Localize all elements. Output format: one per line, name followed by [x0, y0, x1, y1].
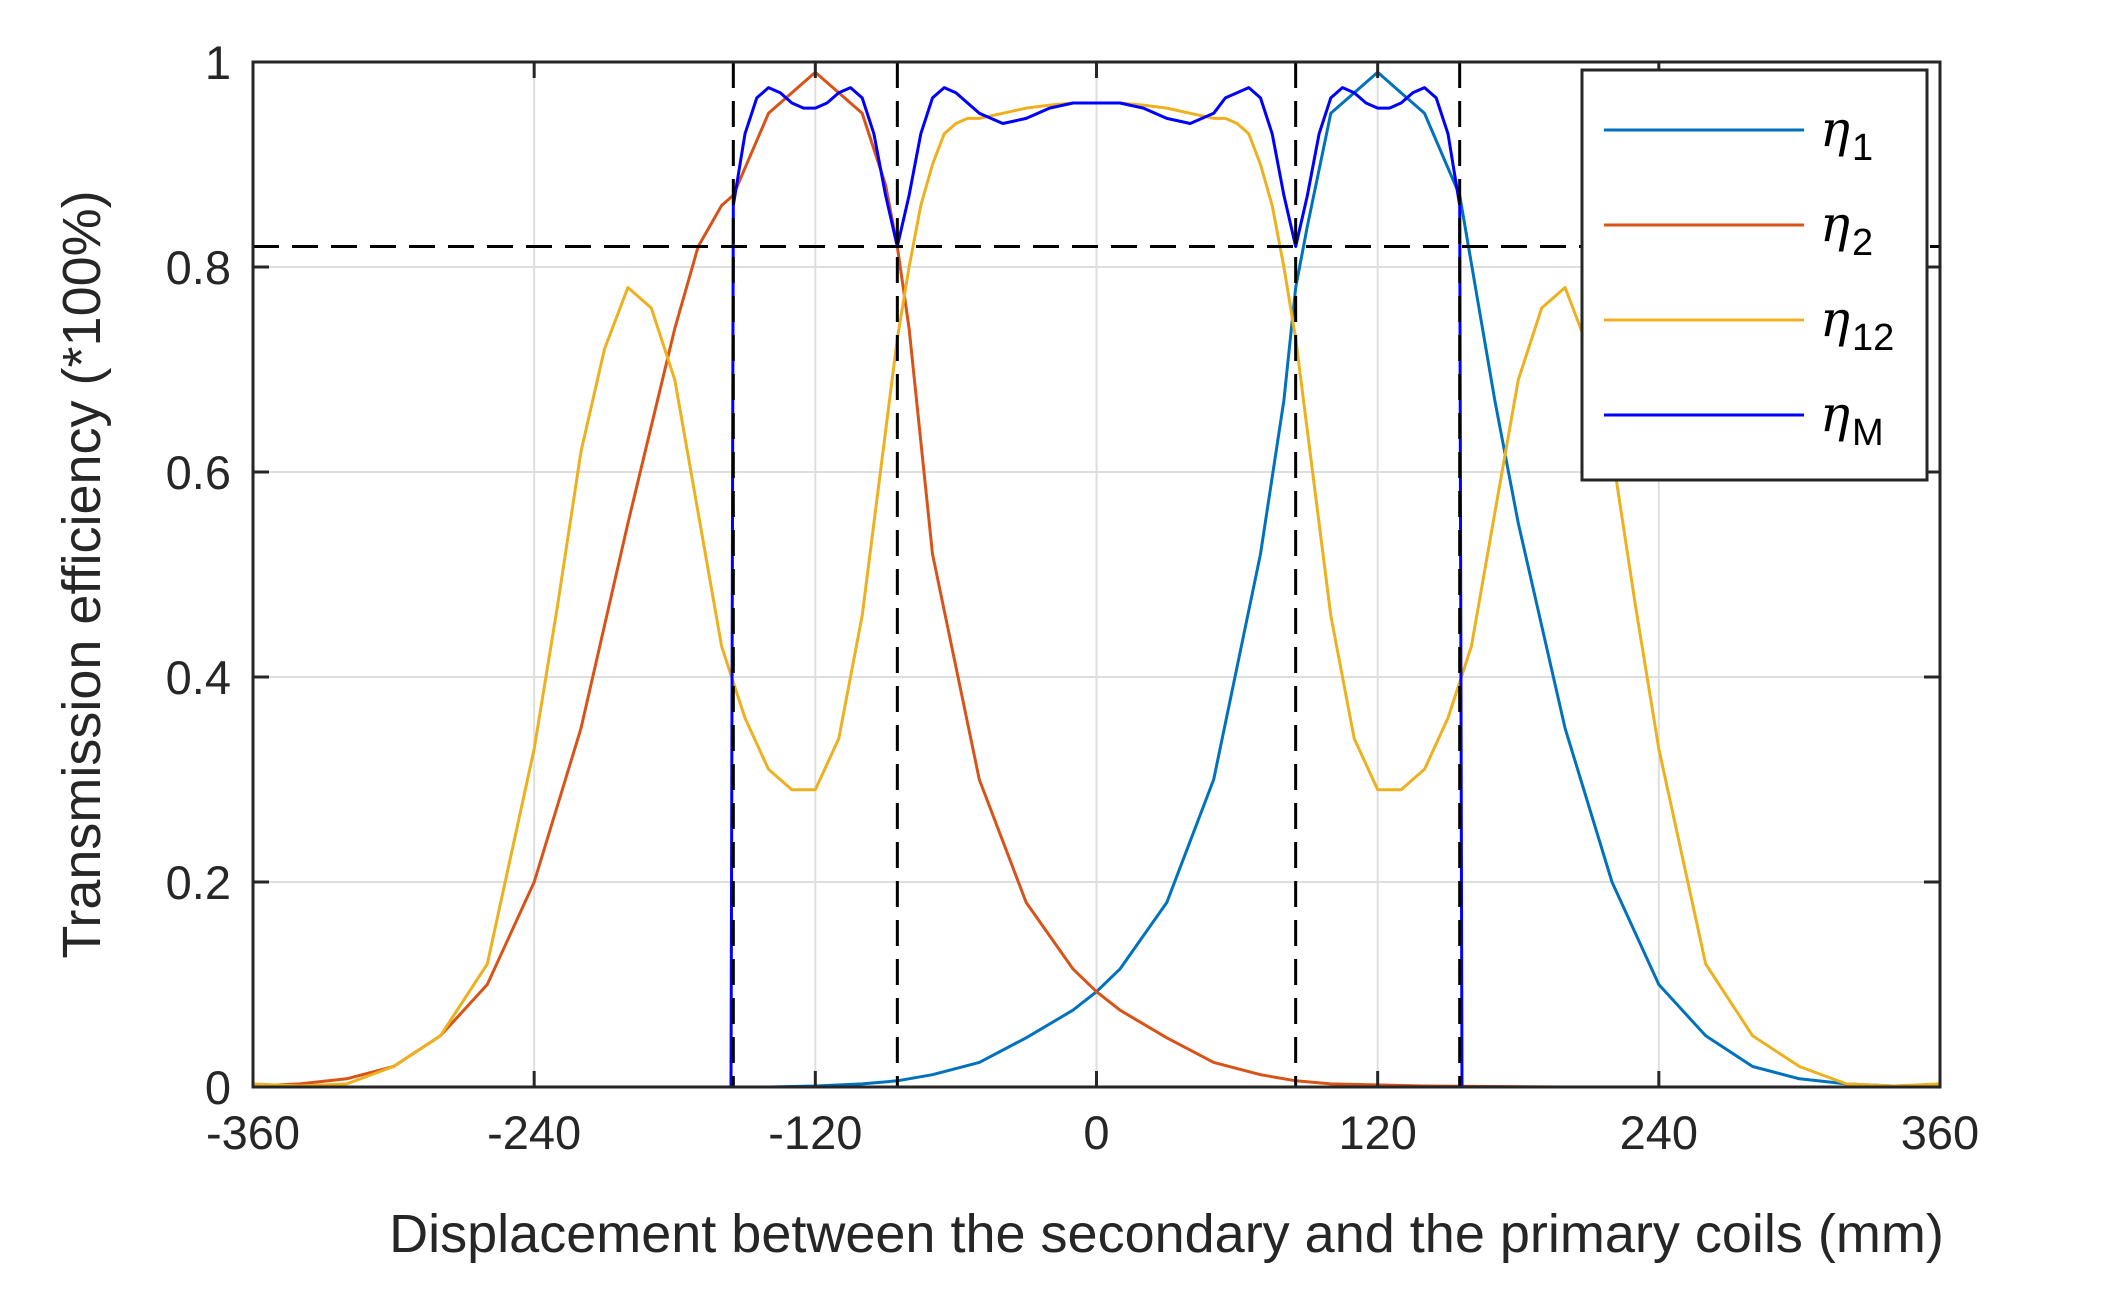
legend-label: ηM: [1820, 385, 1884, 454]
legend-label: η1: [1820, 100, 1873, 169]
y-tick-label: 0.6: [166, 446, 231, 499]
y-tick-label: 0.4: [166, 651, 231, 704]
x-tick-label: 0: [1083, 1106, 1109, 1159]
y-tick-label: 0.2: [166, 856, 231, 909]
legend-box: [1580, 68, 1929, 482]
x-tick-label: 240: [1620, 1106, 1698, 1159]
series-line-m: [253, 86, 1940, 1089]
axis-ticks: -360 -240 -120 0 120 240 360 0 0.2 0.4 0.6 0.8 1: [166, 36, 1980, 1159]
x-tick-label: 120: [1338, 1106, 1416, 1159]
legend-label: η12: [1820, 290, 1894, 359]
x-tick-label: -360: [206, 1106, 300, 1159]
legend: η1 η2 η12 ηM: [1580, 68, 1929, 482]
x-axis-title: Displacement between the secondary and t…: [389, 1204, 1944, 1264]
x-tick-label: -120: [768, 1106, 862, 1159]
y-tick-label: 1: [205, 36, 231, 89]
y-tick-label: 0: [205, 1061, 231, 1114]
x-tick-label: -240: [487, 1106, 581, 1159]
x-tick-label: 360: [1901, 1106, 1979, 1159]
y-axis-title: Transmission efficiency (*100%): [52, 190, 112, 958]
series-line-2: [252, 70, 1940, 1089]
legend-label: η2: [1820, 195, 1873, 264]
y-tick-label: 0.8: [166, 241, 231, 294]
